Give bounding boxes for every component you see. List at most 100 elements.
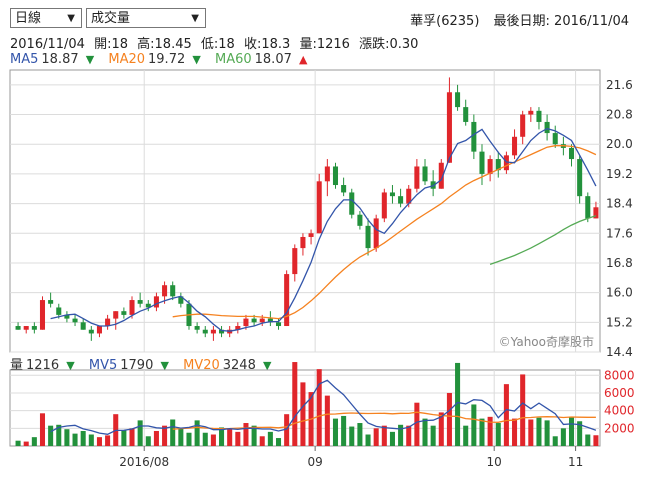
volume-bar — [520, 374, 526, 446]
candle-body — [39, 300, 46, 330]
candle-body — [593, 207, 599, 219]
candle-body — [275, 322, 282, 327]
volume-bar — [389, 431, 395, 446]
volume-bar — [80, 430, 86, 446]
volume-bar — [267, 431, 273, 446]
volume-bar — [259, 436, 265, 446]
candle-body — [243, 318, 249, 327]
x-tick-label: 10 — [487, 455, 502, 469]
candle-body — [194, 326, 200, 330]
info-open: 開:18 — [94, 37, 129, 52]
volume-bar — [536, 417, 542, 446]
candle-body — [568, 147, 575, 160]
candle-body — [202, 329, 208, 334]
candle-body — [153, 296, 159, 308]
volume-bar — [251, 425, 257, 446]
candle-body — [56, 307, 62, 315]
mv5-line — [50, 379, 597, 435]
period-select[interactable]: 日線 ▼ — [10, 8, 82, 28]
candle-body — [536, 110, 542, 122]
volume-bar — [552, 436, 558, 446]
volume-bar — [194, 420, 200, 446]
ma5-label: MA5 — [10, 52, 39, 67]
volume-bar — [324, 395, 330, 446]
ma20-label: MA20 — [108, 52, 146, 67]
candle-body — [349, 192, 355, 215]
candle-body — [422, 166, 428, 182]
volume-bar — [577, 421, 583, 446]
volume-bar — [300, 382, 306, 446]
candle-body — [365, 225, 371, 249]
candle-body — [170, 285, 176, 297]
volume-bar — [544, 420, 550, 446]
candle-body — [235, 326, 241, 330]
volume-bar — [381, 425, 387, 446]
candle-body — [23, 326, 29, 330]
candle-body — [577, 159, 583, 197]
volume-bar — [471, 404, 477, 446]
candle-body — [72, 318, 78, 323]
volume-legend: 量 1216 ▼ MV5 1790 ▼ MV20 3248 ▼ — [10, 354, 281, 373]
ma-legend: MA5 18.87 ▼ MA20 19.72 ▼ MA60 18.07 ▲ — [10, 52, 317, 67]
candle-body — [31, 326, 37, 330]
price-tick-label: 15.2 — [606, 315, 633, 329]
volume-bar — [487, 416, 493, 446]
volume-bar — [96, 437, 102, 446]
price-tick-label: 16.0 — [606, 286, 633, 300]
mv20-down-icon: ▼ — [262, 359, 272, 372]
mv5-down-icon: ▼ — [160, 359, 169, 372]
ma5-down-icon: ▼ — [85, 53, 95, 66]
price-tick-label: 14.4 — [606, 345, 633, 359]
candle-body — [341, 185, 347, 193]
candle-body — [259, 318, 265, 323]
candle-body — [308, 233, 314, 237]
candle-body — [300, 236, 306, 249]
volume-bar — [463, 425, 469, 446]
mv20-value: 3248 — [222, 358, 256, 373]
candle-body — [121, 311, 127, 315]
candle-body — [316, 181, 322, 234]
volume-bar — [275, 438, 282, 446]
indicator-select[interactable]: 成交量 ▼ — [86, 8, 206, 28]
ohlc-info: 2016/11/04 開:18 高:18.45 低:18 收:18.3 量:12… — [10, 33, 423, 52]
volume-bar — [145, 436, 151, 446]
candle-body — [105, 318, 111, 327]
volume-bar — [235, 431, 241, 446]
price-tick-label: 19.2 — [606, 167, 633, 181]
volume-bar — [39, 413, 46, 446]
candle-body — [373, 218, 379, 249]
price-tick-label: 21.6 — [606, 78, 633, 92]
ma20-value: 19.72 — [148, 52, 186, 67]
ma20-line — [172, 145, 597, 320]
candle-body — [284, 274, 290, 327]
volume-bar — [406, 425, 412, 446]
chevron-down-icon: ▼ — [191, 13, 199, 24]
price-tick-label: 18.4 — [606, 197, 633, 211]
volume-bar — [479, 418, 485, 446]
candle-body — [162, 285, 168, 297]
volume-bar — [31, 437, 37, 446]
candle-body — [520, 114, 526, 137]
candle-body — [528, 110, 534, 115]
volume-bar — [422, 418, 428, 446]
candle-body — [113, 311, 119, 319]
indicator-select-value: 成交量 — [91, 11, 131, 26]
volume-bar — [227, 428, 233, 446]
vol-value: 1216 — [26, 358, 60, 373]
volume-bar — [528, 419, 534, 446]
volume-bar — [430, 425, 436, 446]
candle-body — [80, 322, 86, 330]
candle-body — [64, 314, 70, 319]
mv20-label: MV20 — [183, 358, 220, 373]
candle-body — [544, 121, 550, 134]
volume-bar — [121, 430, 127, 446]
volume-bar — [72, 433, 78, 446]
volume-tick-label: 4000 — [604, 404, 635, 418]
volume-bar — [349, 426, 355, 446]
price-tick-label: 20.8 — [606, 108, 633, 122]
volume-bar — [153, 430, 159, 446]
vol-label: 量 — [10, 358, 24, 373]
x-tick-label: 11 — [568, 455, 583, 469]
volume-bar — [88, 434, 94, 446]
